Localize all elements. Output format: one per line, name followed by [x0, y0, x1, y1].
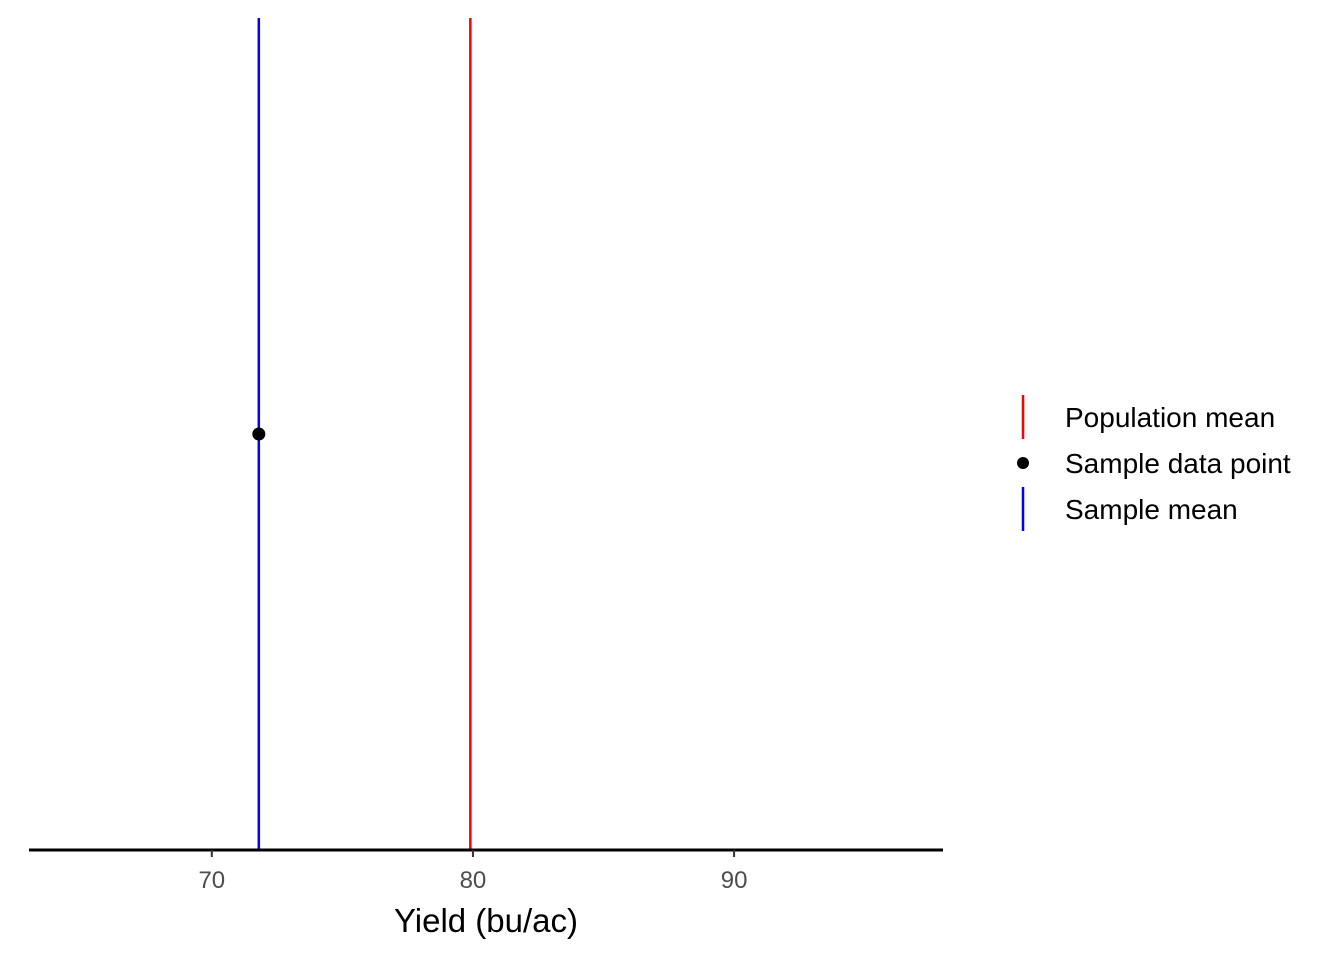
- legend-label-0: Population mean: [1065, 402, 1275, 433]
- legend-label-1: Sample data point: [1065, 448, 1291, 479]
- legend-key-1: [1017, 457, 1029, 469]
- legend: Population mean Sample data point Sample m…: [1017, 395, 1291, 531]
- x-tick-label-2: 90: [721, 867, 748, 894]
- x-tick-label-1: 80: [460, 867, 487, 894]
- x-tick-label-0: 70: [198, 867, 225, 894]
- legend-label-2: Sample mean: [1065, 494, 1238, 525]
- data-point-1: [252, 427, 266, 441]
- plot-marks: [252, 18, 472, 850]
- x-ticks: 70 80 90: [198, 850, 747, 894]
- x-axis-title: Yield (bu/ac): [394, 902, 578, 939]
